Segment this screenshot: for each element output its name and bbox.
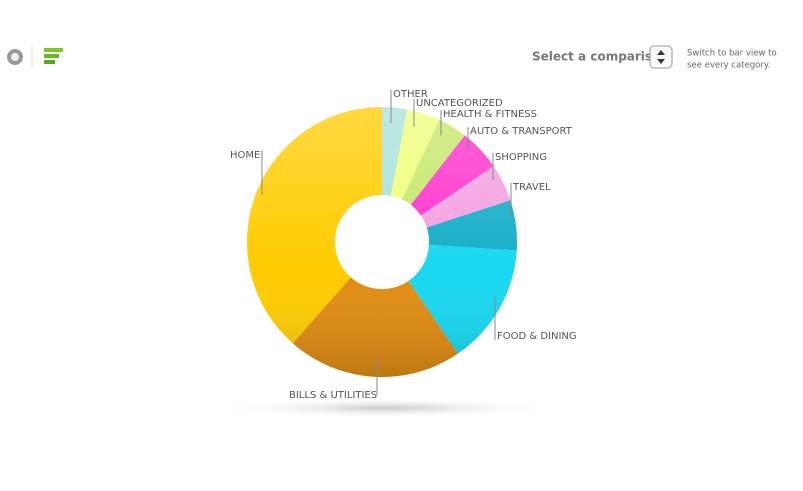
select-box <box>649 45 673 69</box>
slice-label: HEALTH & FITNESS <box>443 109 537 120</box>
comparison-label: Select a comparison <box>532 50 669 64</box>
pie-view-button[interactable] <box>7 49 23 65</box>
hint-text: see every category. <box>687 61 770 71</box>
slice-label: UNCATEGORIZED <box>416 98 503 109</box>
pie-icon-hole <box>11 53 19 61</box>
slice-label: HOME <box>230 150 260 161</box>
bar-icon <box>44 60 55 64</box>
slice-label: OTHER <box>393 89 428 100</box>
slice-label: AUTO & TRANSPORT <box>470 126 573 137</box>
bar-view-button[interactable] <box>44 48 63 64</box>
bar-icon <box>44 48 63 52</box>
comparison-select[interactable] <box>649 45 673 69</box>
hint-text: Switch to bar view to <box>687 49 777 59</box>
slice-label: TRAVEL <box>512 182 551 193</box>
bar-icon <box>44 54 59 58</box>
chart-shadow <box>215 398 555 418</box>
donut-hole <box>335 195 429 289</box>
slice-label: FOOD & DINING <box>497 331 577 342</box>
slice-label: SHOPPING <box>495 152 547 163</box>
select-arrows <box>657 50 665 64</box>
slice-label: BILLS & UTILITIES <box>289 390 377 401</box>
